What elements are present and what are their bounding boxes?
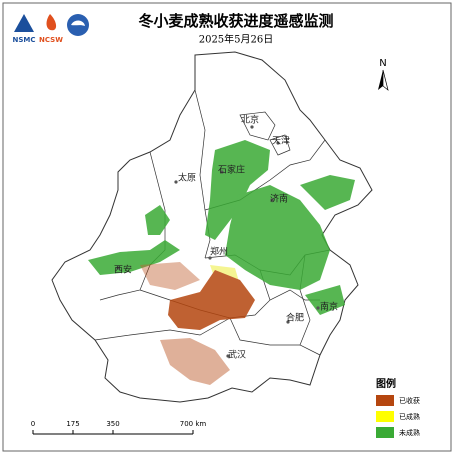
- scale-label: 0: [31, 420, 35, 428]
- cities: 北京 天津 石家庄 太原 济南 郑州 西安 南京 合肥 武汉: [114, 114, 338, 361]
- city-dot: [174, 180, 178, 184]
- legend-label: 未成熟: [399, 428, 420, 437]
- immature-area: [305, 285, 345, 315]
- title: 冬小麦成熟收获进度遥感监测: [138, 12, 333, 30]
- north-label: N: [379, 58, 386, 69]
- city-label: 北京: [241, 114, 259, 126]
- nsmc-logo: [14, 14, 34, 32]
- immature-area: [225, 185, 330, 290]
- city-label: 石家庄: [218, 164, 245, 176]
- city-dot: [220, 170, 224, 174]
- crop-areas: [88, 140, 355, 385]
- city-label: 郑州: [210, 246, 228, 258]
- logos: NSMC NCSW: [12, 14, 89, 44]
- north-arrow-left: [378, 70, 383, 90]
- immature-area: [88, 240, 180, 275]
- city-dot: [270, 198, 274, 202]
- region-outline: [51, 51, 373, 403]
- city-dot: [276, 141, 280, 145]
- immature-area: [145, 205, 170, 235]
- north-arrow: N: [378, 58, 389, 91]
- scale-bar: 0 175 350 700 km: [31, 420, 207, 435]
- scale-label: 175: [66, 420, 79, 428]
- immature-area: [205, 140, 270, 240]
- city-dot: [226, 354, 230, 358]
- border: [269, 134, 291, 156]
- city-label: 南京: [320, 301, 338, 313]
- city-label: 合肥: [286, 312, 304, 324]
- legend-swatch: [376, 411, 394, 422]
- border: [239, 111, 276, 141]
- border: [94, 317, 231, 341]
- city-dot: [116, 266, 120, 270]
- legend: 图例 已收获 已成熟 未成熟: [376, 377, 420, 438]
- immature-area: [300, 175, 355, 210]
- legend-swatch: [376, 395, 394, 406]
- ncsw-logo: [46, 14, 57, 31]
- date: 2025年5月26日: [199, 33, 274, 46]
- city-dot: [286, 320, 290, 324]
- cma-logo-mark: [71, 20, 85, 26]
- city-dot: [316, 306, 320, 310]
- scale-label: 700 km: [180, 420, 207, 428]
- harvested-area: [140, 262, 200, 290]
- city-label: 武汉: [228, 349, 246, 361]
- city-label: 西安: [114, 264, 132, 276]
- border: [194, 89, 211, 259]
- legend-label: 已收获: [399, 396, 420, 405]
- city-label: 太原: [178, 172, 196, 184]
- frame: [2, 2, 452, 452]
- nsmc-label: NSMC: [12, 36, 35, 44]
- legend-swatch: [376, 427, 394, 438]
- city-label: 天津: [272, 136, 290, 147]
- harvested-area: [160, 338, 230, 385]
- legend-title: 图例: [376, 377, 396, 390]
- city-dot: [250, 125, 254, 129]
- city-dot: [208, 256, 212, 260]
- border: [229, 317, 300, 346]
- ncsw-label: NCSW: [39, 36, 63, 44]
- scale-label: 350: [106, 420, 119, 428]
- legend-label: 已成熟: [399, 412, 420, 421]
- north-arrow-right: [382, 69, 389, 91]
- city-label: 济南: [270, 193, 288, 205]
- scale-line: [32, 430, 194, 435]
- harvested-area: [168, 270, 255, 330]
